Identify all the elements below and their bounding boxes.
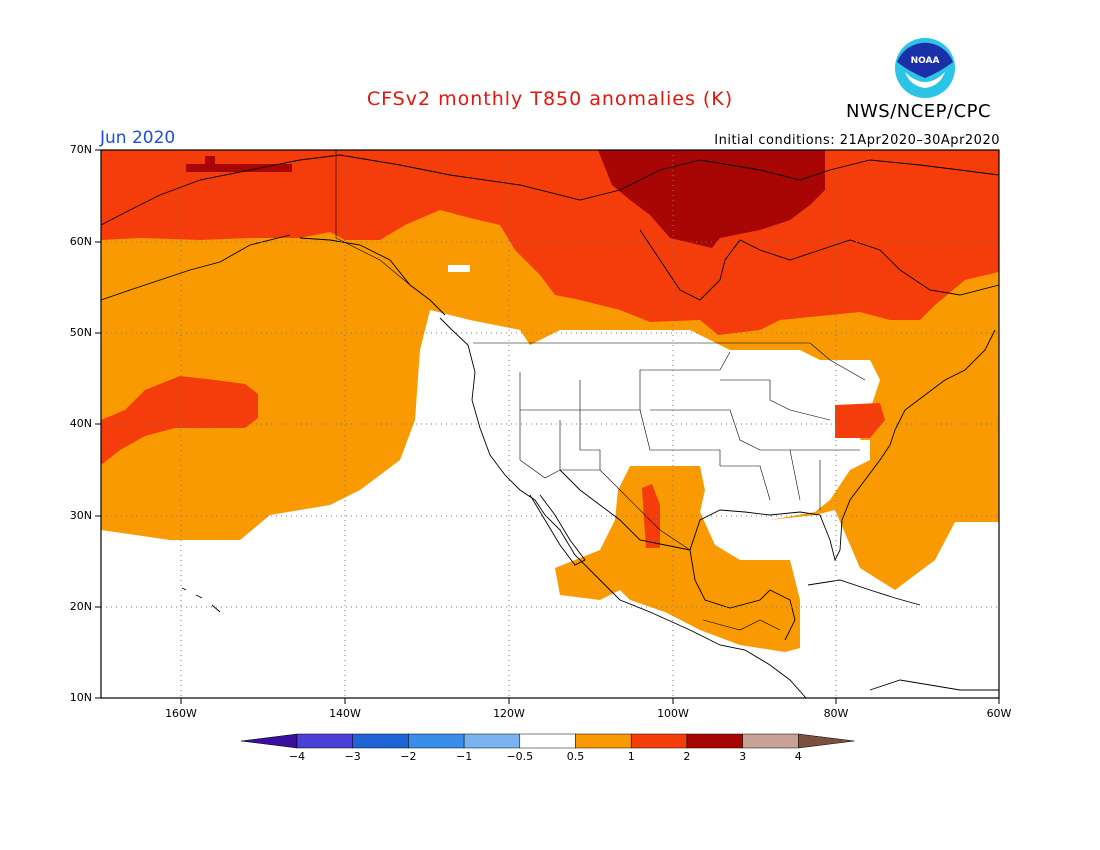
anomaly-fields [101,150,999,652]
coast-east [889,329,996,446]
lat-label-20n: 20N [69,600,92,613]
colorbar-label: 0.5 [566,750,585,763]
coast-hudson [639,229,1000,301]
lat-label-10n: 10N [69,691,92,704]
neutral-region-us [440,315,870,520]
logo-text: NOAA [910,56,940,66]
anomaly-region-2-3 [598,150,825,248]
colorbar-segment-2 [352,733,409,749]
coastlines [100,154,1000,699]
colorbar-segment-5 [519,733,576,749]
valid-month: Jun 2020 [100,128,176,148]
colorbar-segment-1 [296,733,353,749]
colorbar [240,733,855,749]
colorbar-segment-3 [408,733,465,749]
coast-gulf-us [689,444,891,562]
agency-label: NWS/NCEP/CPC [846,101,992,122]
lat-label-50n: 50N [69,326,92,339]
colorbar-label: −2 [400,750,417,763]
anomaly-region-1-2-pacific [101,376,258,465]
colorbar-segment-0 [240,733,298,749]
colorbar-label: 1 [627,750,635,763]
colorbar-label: 3 [739,750,747,763]
lon-label-120w: 120W [493,707,525,720]
initial-conditions: Initial conditions: 21Apr2020–30Apr2020 [714,133,1000,148]
lon-label-160w: 160W [165,707,197,720]
colorbar-segment-9 [742,733,799,749]
lat-label-70n: 70N [69,143,92,156]
colorbar-segment-4 [463,733,521,749]
map-title: CFSv2 monthly T850 anomalies (K) [366,88,734,110]
colorbar-label: −4 [288,750,306,763]
colorbar-label: 4 [794,750,802,763]
anomaly-region-1-2-northeast [835,403,885,438]
anomaly-region-2-3-alaska [186,156,292,172]
colorbar-segment-8 [686,733,743,749]
coast-baja [529,494,586,566]
noaa-logo [895,38,955,98]
coast-canada-arctic [339,154,1000,201]
colorbar-segment-10 [798,733,855,749]
lat-label-60n: 60N [69,235,92,248]
coast-pacific [439,317,807,699]
coast-gulf [559,469,796,641]
coast-hawaii [181,587,221,613]
coast-southamerica [869,679,999,691]
colorbar-segment-7 [630,733,688,749]
coast-cuba [807,579,921,606]
neutral-region-bc [448,265,470,272]
political-borders [335,150,866,631]
colorbar-label: −1 [455,750,473,763]
lat-label-30n: 30N [69,509,92,522]
lon-label-80w: 80W [823,707,849,720]
colorbar-label: −3 [344,750,361,763]
lon-label-100w: 100W [657,707,689,720]
coast-alaska [100,154,446,316]
colorbar-label: −0.5 [506,750,534,763]
tick-marks [95,149,1000,704]
lon-label-60w: 60W [986,707,1012,720]
lat-label-40n: 40N [69,417,92,430]
colorbar-segment-6 [575,733,632,749]
colorbar-label: 2 [683,750,691,763]
lon-label-140w: 140W [329,707,361,720]
